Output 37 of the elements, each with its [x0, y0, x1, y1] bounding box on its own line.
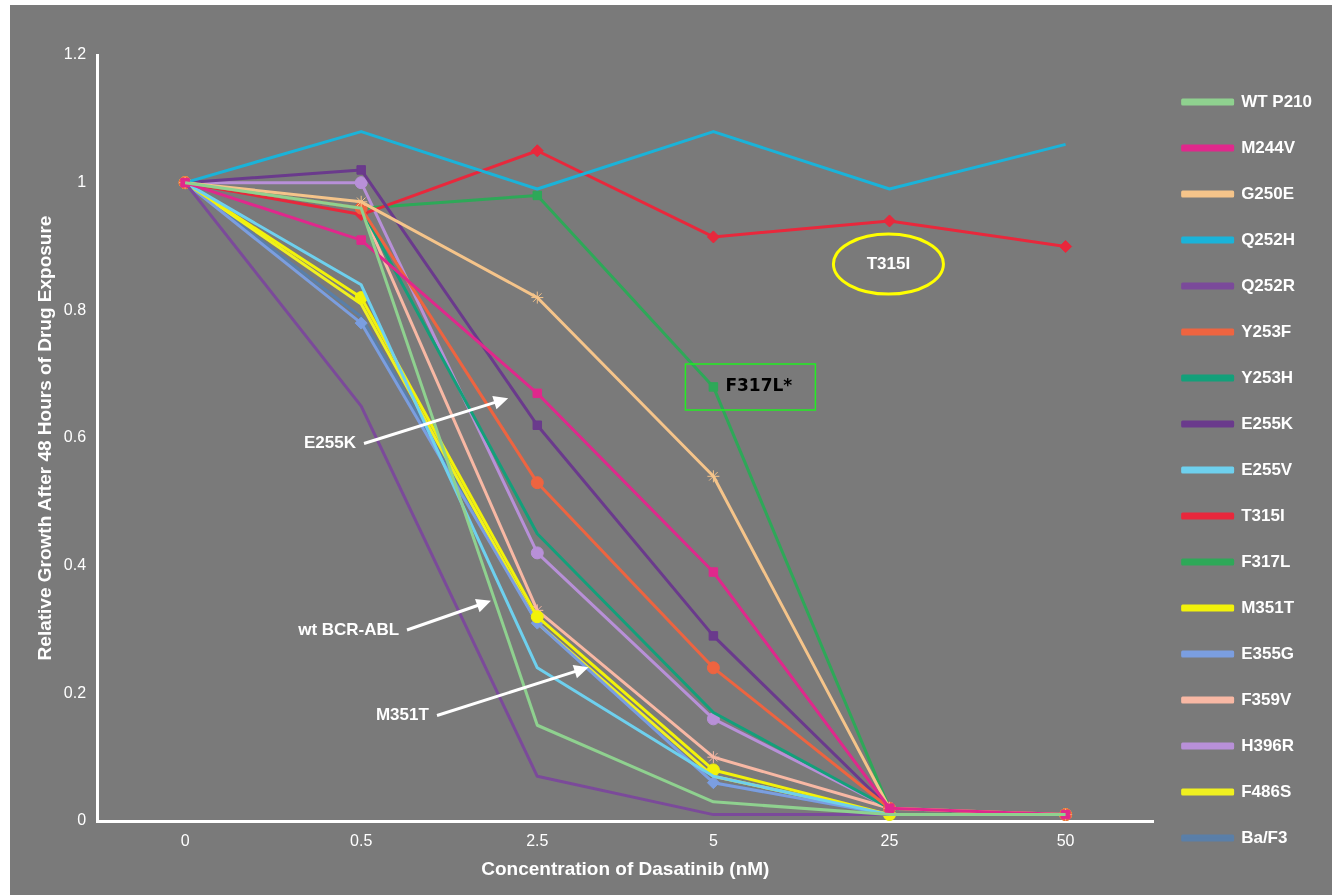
legend-label: G250E — [1241, 183, 1295, 203]
legend-label: M244V — [1241, 137, 1296, 157]
legend-label: H396R — [1241, 735, 1295, 755]
annotation: F317L* — [725, 375, 793, 396]
y-tick-label: 0.6 — [63, 428, 87, 446]
legend-label: Ba/F3 — [1241, 827, 1288, 847]
x-tick-label: 0.5 — [350, 832, 373, 850]
y-axis-title: Relative Growth After 48 Hours of Drug Exposure — [33, 215, 55, 661]
legend-label: E255V — [1241, 459, 1293, 479]
x-tick-label: 5 — [708, 832, 718, 850]
x-tick-label: 50 — [1056, 832, 1075, 850]
legend-label: E355G — [1241, 643, 1295, 663]
legend-label: WT P210 — [1241, 91, 1312, 111]
annotation: M351T — [375, 704, 430, 724]
x-tick-label: 25 — [880, 832, 899, 850]
legend-label: M351T — [1241, 597, 1295, 617]
legend-label: E255K — [1241, 413, 1294, 433]
y-tick-label: 0.8 — [63, 300, 87, 318]
legend-label: F486S — [1241, 781, 1292, 801]
legend-label: Q252R — [1241, 275, 1296, 295]
annotation: wt BCR-ABL — [297, 619, 400, 639]
annotation: E255K — [303, 433, 357, 453]
y-tick-label: 1 — [77, 173, 87, 191]
y-tick-label: 0.2 — [63, 683, 87, 701]
annotation: T315I — [866, 253, 911, 273]
x-axis-title: Concentration of Dasatinib (nM) — [481, 857, 770, 879]
y-tick-label: 0.4 — [63, 556, 87, 574]
x-tick-label: 0 — [180, 832, 190, 850]
legend-label: Q252H — [1241, 229, 1296, 249]
x-tick-label: 2.5 — [526, 832, 549, 850]
legend-label: F359V — [1241, 689, 1292, 709]
legend-label: Y253H — [1241, 367, 1294, 387]
legend-label: Y253F — [1241, 321, 1292, 341]
y-tick-label: 1.2 — [63, 45, 87, 63]
y-tick-label: 0 — [77, 811, 87, 829]
legend-label: F317L — [1241, 551, 1291, 571]
legend-label: T315I — [1241, 505, 1285, 525]
